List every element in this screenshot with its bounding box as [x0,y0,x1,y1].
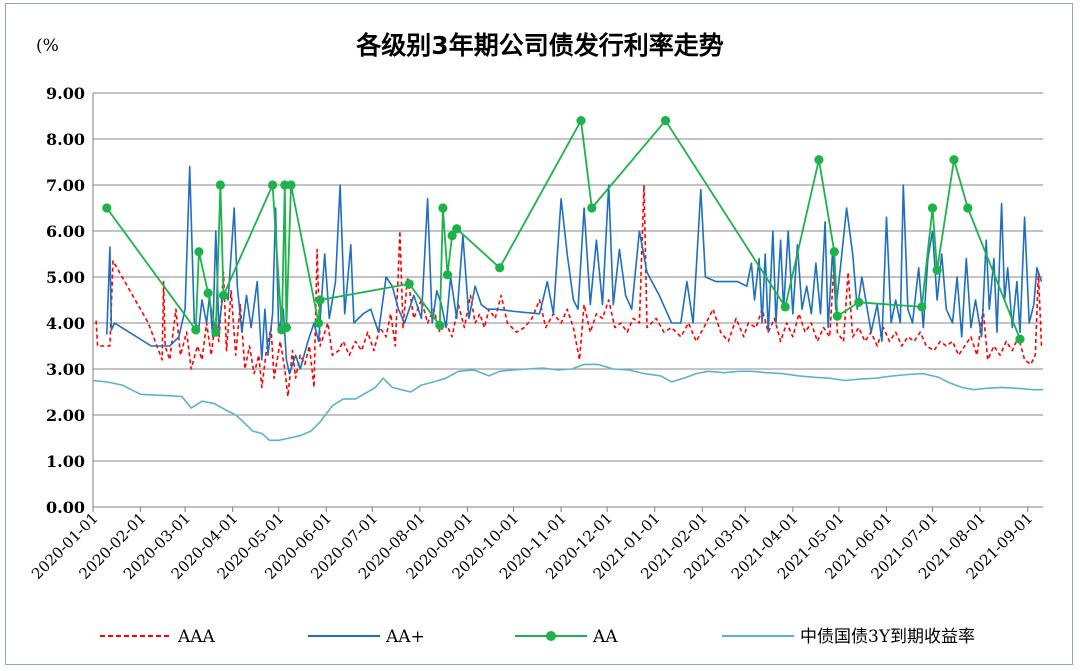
aa-data-point [286,180,296,190]
aa-data-point [218,290,229,300]
y-tick-label: 2.00 [46,406,85,425]
aa-data-point [1015,334,1025,344]
legend: AAA AA+ AA 中债国债3Y到期收益率 [100,627,975,647]
aa-data-point [438,203,448,213]
legend-label-0: AAA [177,627,216,647]
aa-data-point [932,265,942,275]
aa-data-point [917,302,927,312]
legend-label-2: AA [592,627,618,647]
series-line-3 [92,363,1043,442]
aa-data-point [315,295,325,305]
y-tick-label: 9.00 [46,84,85,103]
aa-data-point [814,155,824,165]
aa-data-point [314,318,324,328]
y-tick-label: 6.00 [46,222,85,241]
aa-data-point [780,302,790,312]
aa-data-point [495,263,505,273]
y-tick-label: 0.00 [46,498,85,517]
aa-data-point [587,203,597,213]
y-tick-label: 3.00 [46,360,85,379]
legend-label-3: 中债国债3Y到期收益率 [800,627,975,647]
aa-data-point [211,327,221,337]
series-lines [92,119,1043,442]
series-line-0 [95,184,1043,398]
legend-label-1: AA+ [385,627,425,647]
aa-data-point [576,116,586,126]
y-tick-label: 7.00 [46,176,85,195]
aa-data-point [832,311,842,321]
aa-data-point [963,203,973,213]
series-markers [102,116,1025,344]
aa-data-point [447,231,457,241]
aa-data-point [949,155,959,165]
aa-data-point [404,279,414,289]
aa-data-point [660,116,671,126]
aa-data-point [442,270,453,280]
legend-marker [546,631,556,641]
aa-data-point [102,203,112,213]
y-tick-label: 8.00 [46,130,85,149]
series-line-1 [106,165,1043,375]
y-tick-label: 5.00 [46,268,85,287]
aa-data-point [435,320,445,330]
aa-data-point [854,297,864,307]
aa-data-point [191,325,201,335]
aa-data-point [194,247,204,257]
aa-data-point [203,288,213,298]
gridlines [93,92,1043,462]
y-tick-label: 4.00 [46,314,85,333]
chart-title: 各级别3年期公司债发行利率走势 [355,31,723,60]
aa-data-point [281,323,291,333]
aa-data-point [268,180,278,190]
aa-data-point [215,180,225,190]
chart-frame [5,3,1073,665]
aa-data-point [829,247,839,257]
y-unit-label: (% [36,36,59,56]
aa-data-point [452,224,462,234]
aa-data-point [927,203,938,213]
y-tick-label: 1.00 [46,452,85,471]
